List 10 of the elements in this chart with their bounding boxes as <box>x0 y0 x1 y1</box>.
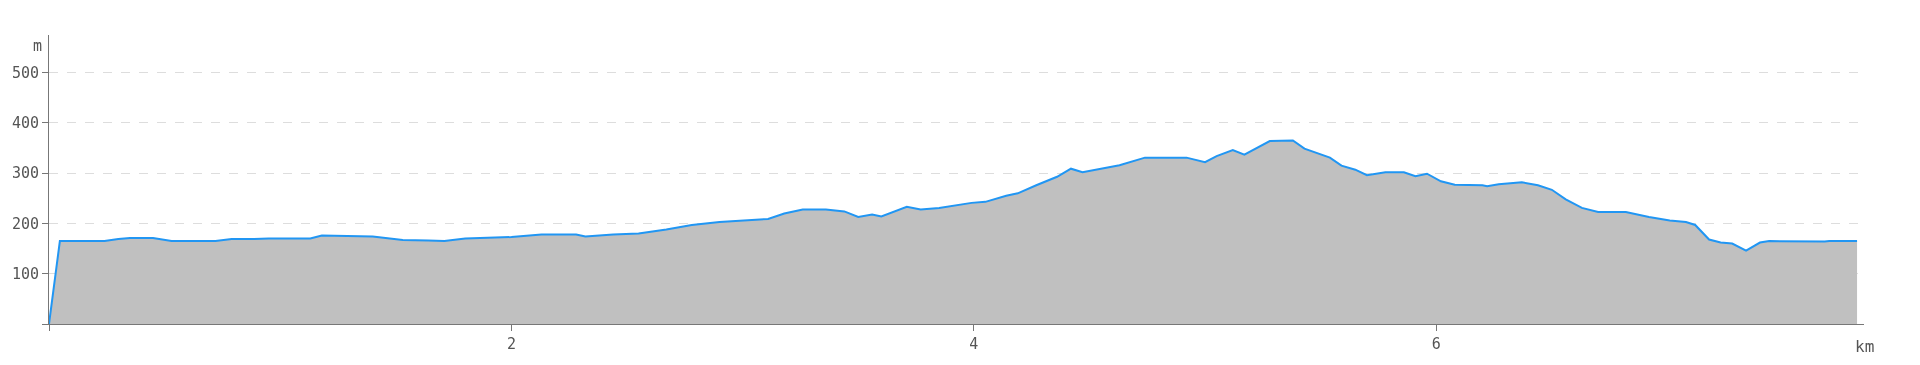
x-tick-label: 6 <box>1431 335 1441 353</box>
y-axis-title: m <box>33 37 43 55</box>
x-tick-label: 2 <box>506 335 516 353</box>
y-tick-label: 100 <box>11 264 39 283</box>
x-axis-title: km <box>1855 337 1875 356</box>
x-tick-label: 4 <box>969 335 979 353</box>
y-tick-label: 500 <box>11 63 39 82</box>
y-tick-label: 400 <box>11 114 39 133</box>
y-tick-label: 300 <box>11 164 39 183</box>
y-tick-label: 200 <box>11 214 39 233</box>
